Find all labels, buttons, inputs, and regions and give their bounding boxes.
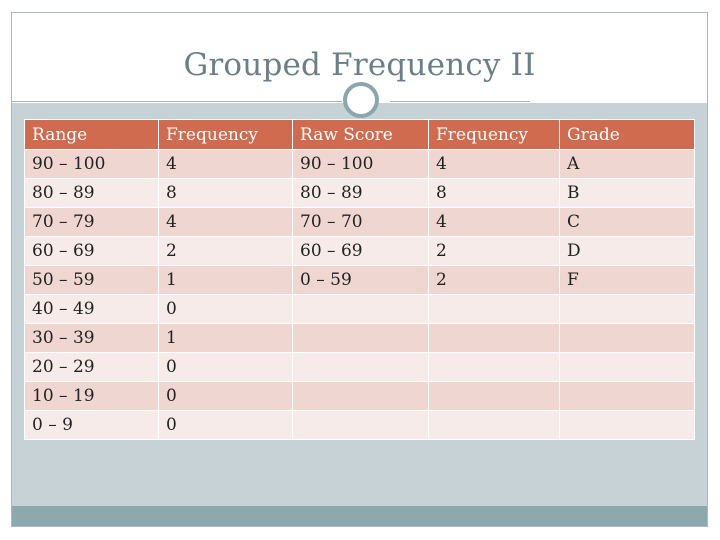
table-cell: F [559, 265, 695, 295]
table-cell: 0 [158, 294, 293, 324]
table-cell [428, 323, 560, 353]
table-cell: 0 – 59 [292, 265, 429, 295]
table-cell [559, 323, 695, 353]
table-row: 50 – 59 1 0 – 59 2 F [24, 265, 695, 295]
table-cell: 80 – 89 [24, 178, 159, 208]
table-cell: 70 – 70 [292, 207, 429, 237]
table-row: 0 – 9 0 [24, 410, 695, 440]
table-cell: 4 [158, 207, 293, 237]
table-cell: 0 [158, 352, 293, 382]
table-row: 20 – 29 0 [24, 352, 695, 382]
table-cell: 30 – 39 [24, 323, 159, 353]
table-cell: 0 – 9 [24, 410, 159, 440]
table-cell: 0 [158, 410, 293, 440]
title-divider-left [12, 101, 342, 102]
header-range: Range [24, 119, 159, 150]
header-raw-score: Raw Score [292, 119, 429, 150]
table-cell [428, 410, 560, 440]
table-row: 60 – 69 2 60 – 69 2 D [24, 236, 695, 266]
header-frequency-2: Frequency [428, 119, 560, 150]
table-cell: 10 – 19 [24, 381, 159, 411]
table-cell: 2 [428, 265, 560, 295]
table-cell: 1 [158, 265, 293, 295]
slide-title: Grouped Frequency II [183, 47, 536, 83]
footer-bar [12, 506, 707, 526]
table-cell: 90 – 100 [292, 149, 429, 179]
table-cell: 4 [428, 207, 560, 237]
table-cell [559, 410, 695, 440]
table-cell [428, 294, 560, 324]
table-cell: C [559, 207, 695, 237]
table-cell: 90 – 100 [24, 149, 159, 179]
table-cell [428, 352, 560, 382]
frequency-table: Range Frequency Raw Score Frequency Grad… [24, 119, 695, 440]
table-row: 30 – 39 1 [24, 323, 695, 353]
circle-ornament-icon [343, 82, 379, 118]
table-cell [428, 381, 560, 411]
table-cell: 50 – 59 [24, 265, 159, 295]
table-cell: 4 [428, 149, 560, 179]
table-cell: B [559, 178, 695, 208]
table-row: 80 – 89 8 80 – 89 8 B [24, 178, 695, 208]
table-cell: 8 [428, 178, 560, 208]
table-cell: 0 [158, 381, 293, 411]
table-header-row: Range Frequency Raw Score Frequency Grad… [24, 119, 695, 150]
table-row: 10 – 19 0 [24, 381, 695, 411]
table-row: 70 – 79 4 70 – 70 4 C [24, 207, 695, 237]
table-row: 40 – 49 0 [24, 294, 695, 324]
table-cell: 60 – 69 [292, 236, 429, 266]
table-cell [559, 352, 695, 382]
table-cell: 60 – 69 [24, 236, 159, 266]
header-frequency: Frequency [158, 119, 293, 150]
table-cell: D [559, 236, 695, 266]
table-cell [292, 381, 429, 411]
table-row: 90 – 100 4 90 – 100 4 A [24, 149, 695, 179]
title-divider-right [390, 101, 530, 102]
table-cell: 2 [158, 236, 293, 266]
table-cell: 8 [158, 178, 293, 208]
table-cell [292, 294, 429, 324]
table-cell: A [559, 149, 695, 179]
table-cell: 80 – 89 [292, 178, 429, 208]
table-cell: 70 – 79 [24, 207, 159, 237]
table-cell: 2 [428, 236, 560, 266]
table-cell [559, 381, 695, 411]
table-cell [292, 352, 429, 382]
table-cell: 1 [158, 323, 293, 353]
table-cell [292, 410, 429, 440]
table-cell [292, 323, 429, 353]
table-cell: 20 – 29 [24, 352, 159, 382]
header-grade: Grade [559, 119, 695, 150]
table-cell [559, 294, 695, 324]
table-cell: 4 [158, 149, 293, 179]
table-cell: 40 – 49 [24, 294, 159, 324]
